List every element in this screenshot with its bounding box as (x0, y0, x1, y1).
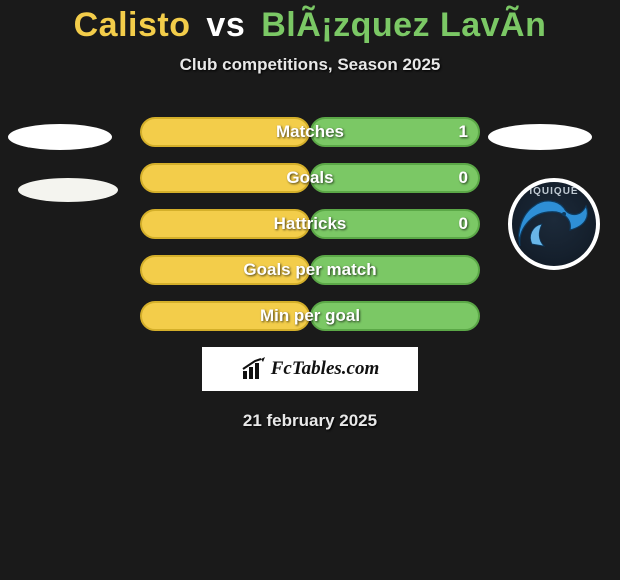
page-title: Calisto vs BlÃ¡zquez LavÃ­n (0, 0, 620, 45)
vs-text: vs (206, 6, 245, 44)
bar-right (310, 255, 480, 285)
stats-card: Calisto vs BlÃ¡zquez LavÃ­n Club competi… (0, 0, 620, 580)
player-right-name: BlÃ¡zquez LavÃ­n (261, 6, 546, 44)
bar-left (140, 301, 310, 331)
stat-row: Goals0 (0, 163, 620, 193)
bar-chart-icon (241, 357, 265, 381)
stat-row: Goals per match (0, 255, 620, 285)
player-left-name: Calisto (74, 6, 191, 44)
bar-area: Min per goal (140, 301, 480, 331)
bar-left (140, 209, 310, 239)
bar-right (310, 301, 480, 331)
stat-row: Min per goal (0, 301, 620, 331)
bar-right (310, 209, 480, 239)
bar-area: Goals per match (140, 255, 480, 285)
stat-row: Hattricks0 (0, 209, 620, 239)
bar-left (140, 163, 310, 193)
stat-row: Matches1 (0, 117, 620, 147)
value-right: 0 (459, 163, 468, 193)
value-right: 0 (459, 209, 468, 239)
bar-left (140, 117, 310, 147)
subtitle: Club competitions, Season 2025 (0, 55, 620, 75)
bar-right (310, 117, 480, 147)
date-text: 21 february 2025 (0, 411, 620, 431)
bar-right (310, 163, 480, 193)
bar-left (140, 255, 310, 285)
value-right: 1 (459, 117, 468, 147)
brand-text: FcTables.com (271, 358, 380, 380)
brand-box: FcTables.com (202, 347, 418, 391)
bar-area: Matches (140, 117, 480, 147)
bar-area: Goals (140, 163, 480, 193)
bar-area: Hattricks (140, 209, 480, 239)
